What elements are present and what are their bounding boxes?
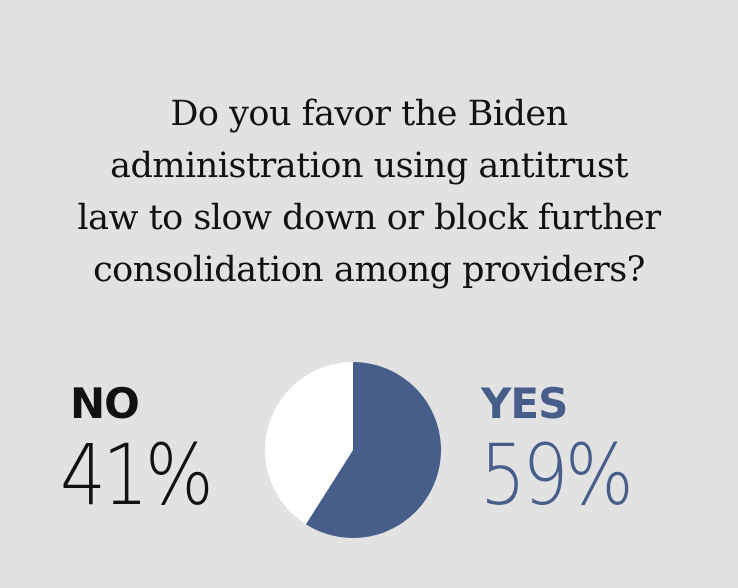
pie-slice-yes <box>305 362 441 538</box>
pie-slice-no <box>265 362 353 525</box>
no-percentage: 41% <box>60 426 214 524</box>
question-line-2: administration using antitrust <box>110 146 628 186</box>
yes-percentage: 59% <box>480 426 634 524</box>
question-line-1: Do you favor the Biden <box>170 94 568 134</box>
no-label: NO <box>70 379 140 428</box>
pie-chart <box>265 362 441 538</box>
question-line-4: consolidation among providers? <box>93 250 645 290</box>
question-line-3: law to slow down or block further <box>77 198 661 238</box>
yes-label: YES <box>481 379 568 428</box>
question-title: Do you favor the Biden administration us… <box>0 88 738 296</box>
